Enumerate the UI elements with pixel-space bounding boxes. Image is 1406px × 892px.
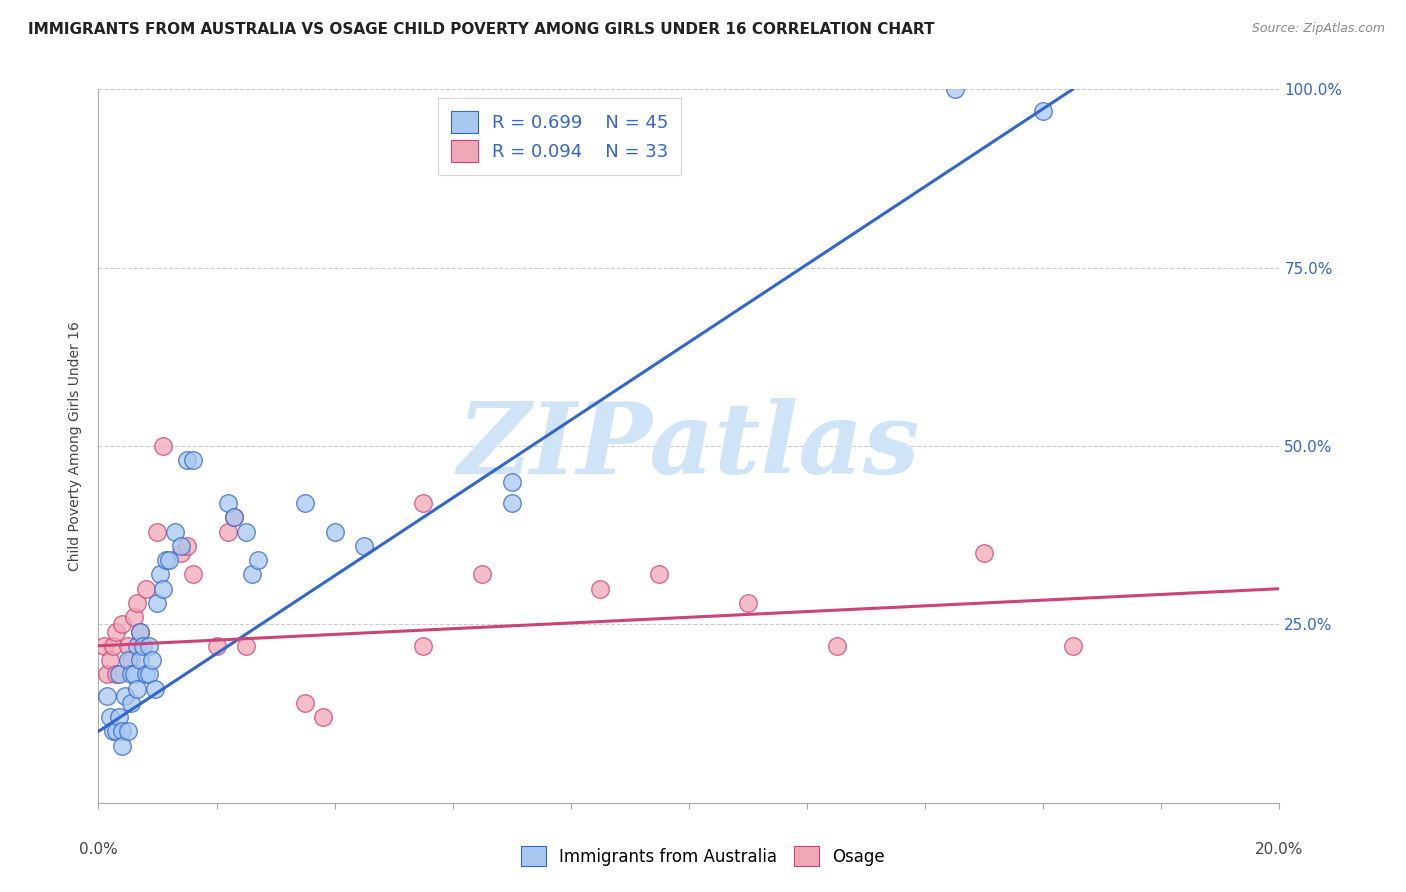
Point (103, 724, 125, 739)
Text: ZIPatlas: ZIPatlas (458, 398, 920, 494)
Point (138, 667, 160, 681)
Point (1062, 639, 1084, 653)
Point (170, 546, 193, 560)
Point (120, 667, 142, 681)
Point (471, 567, 494, 582)
Point (412, 496, 434, 510)
Point (205, 639, 228, 653)
Point (737, 596, 759, 610)
Legend: R = 0.699    N = 45, R = 0.094    N = 33: R = 0.699 N = 45, R = 0.094 N = 33 (439, 98, 682, 175)
Point (312, 710, 335, 724)
Point (98, 653, 121, 667)
Point (93, 639, 115, 653)
Point (181, 453, 204, 467)
Point (122, 667, 145, 681)
Point (105, 624, 128, 639)
Point (98, 710, 121, 724)
Point (141, 653, 163, 667)
Point (125, 596, 148, 610)
Point (111, 617, 134, 632)
Point (943, 82, 966, 96)
Text: IMMIGRANTS FROM AUSTRALIA VS OSAGE CHILD POVERTY AMONG GIRLS UNDER 16 CORRELATIO: IMMIGRANTS FROM AUSTRALIA VS OSAGE CHILD… (28, 22, 935, 37)
Point (122, 610, 145, 624)
Point (1032, 103, 1054, 118)
Point (125, 639, 148, 653)
Point (217, 524, 239, 539)
Point (170, 539, 193, 553)
Point (128, 624, 150, 639)
Point (157, 553, 180, 567)
Point (108, 667, 131, 681)
Point (128, 653, 150, 667)
Point (138, 639, 160, 653)
Point (117, 639, 139, 653)
Point (181, 567, 204, 582)
Point (165, 524, 187, 539)
Point (155, 553, 177, 567)
Point (501, 496, 523, 510)
Point (120, 696, 142, 710)
Point (120, 653, 142, 667)
Point (152, 439, 174, 453)
Point (224, 510, 246, 524)
Point (114, 689, 136, 703)
Point (217, 496, 239, 510)
Point (117, 653, 139, 667)
Point (648, 567, 671, 582)
Point (176, 539, 198, 553)
Text: Source: ZipAtlas.com: Source: ZipAtlas.com (1251, 22, 1385, 36)
Point (117, 724, 139, 739)
Point (135, 667, 157, 681)
Text: 0.0%: 0.0% (79, 842, 118, 857)
Point (235, 524, 257, 539)
Point (501, 475, 523, 489)
Point (108, 710, 131, 724)
Point (96, 689, 118, 703)
Point (589, 582, 612, 596)
Point (135, 582, 157, 596)
Point (246, 553, 269, 567)
Point (103, 639, 125, 653)
Point (96, 667, 118, 681)
Point (111, 724, 134, 739)
Point (825, 639, 848, 653)
Point (176, 453, 198, 467)
Point (125, 681, 148, 696)
Point (152, 582, 174, 596)
Point (973, 546, 995, 560)
Y-axis label: Child Poverty Among Girls Under 16: Child Poverty Among Girls Under 16 (69, 321, 83, 571)
Point (323, 524, 346, 539)
Point (128, 624, 150, 639)
Point (294, 696, 316, 710)
Point (146, 524, 169, 539)
Point (235, 639, 257, 653)
Point (105, 724, 128, 739)
Point (224, 510, 246, 524)
Point (132, 639, 155, 653)
Legend: Immigrants from Australia, Osage: Immigrants from Australia, Osage (513, 838, 893, 875)
Point (412, 639, 434, 653)
Point (105, 667, 128, 681)
Point (149, 567, 172, 582)
Point (294, 496, 316, 510)
Point (353, 539, 375, 553)
Point (240, 567, 263, 582)
Point (146, 596, 169, 610)
Point (111, 739, 134, 753)
Point (143, 681, 166, 696)
Text: 20.0%: 20.0% (1256, 842, 1303, 857)
